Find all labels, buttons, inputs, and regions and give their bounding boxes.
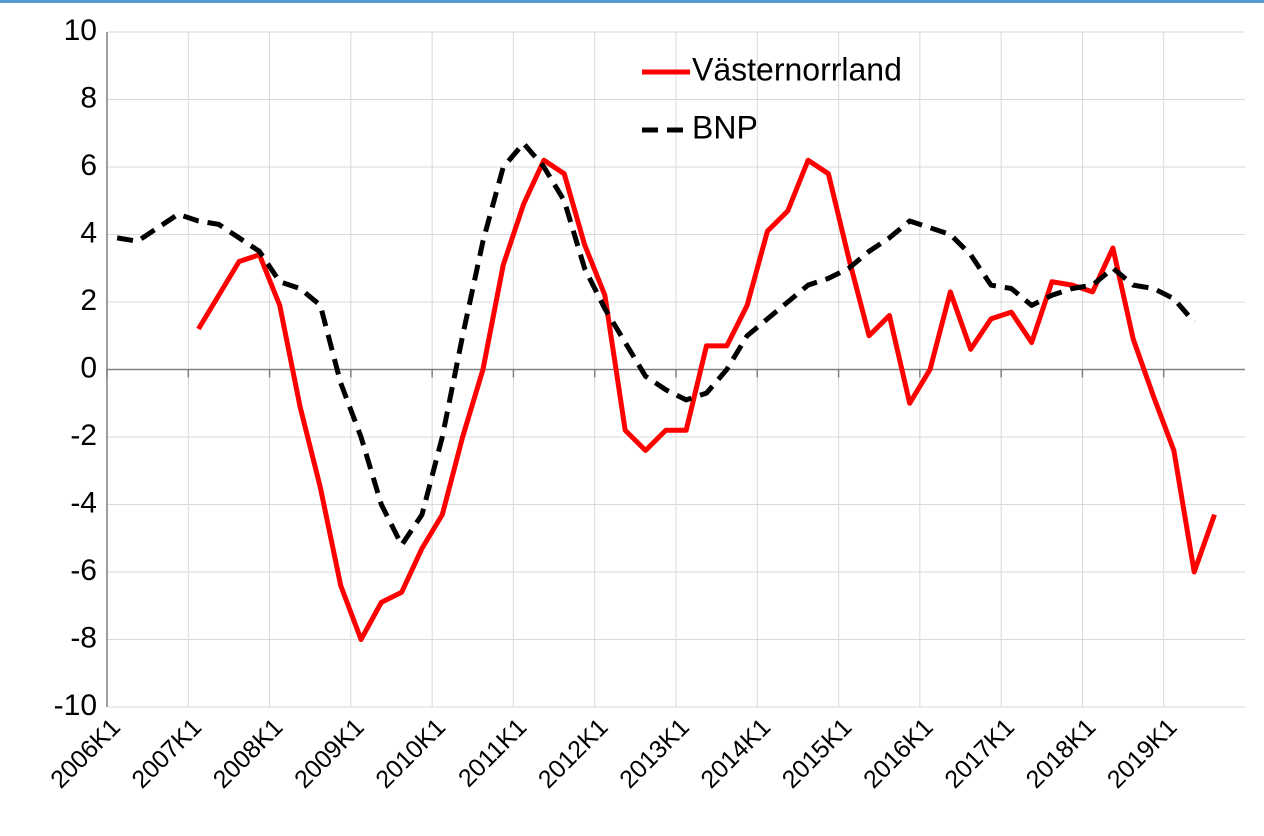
x-tick-label: 2012K1: [533, 713, 614, 794]
legend-label: Västernorrland: [692, 51, 902, 87]
y-tick-label: 8: [80, 81, 97, 114]
series-line: [116, 140, 1197, 548]
y-tick-label: -10: [54, 689, 97, 722]
x-tick-label: 2008K1: [208, 713, 289, 794]
y-tick-label: -6: [70, 554, 97, 587]
y-tick-label: -4: [70, 486, 97, 519]
legend-label: BNP: [692, 109, 758, 145]
x-tick-label: 2015K1: [777, 713, 858, 794]
x-tick-label: 2018K1: [1021, 713, 1102, 794]
y-tick-label: 0: [80, 351, 97, 384]
x-tick-label: 2017K1: [939, 713, 1020, 794]
x-tick-label: 2014K1: [695, 713, 776, 794]
y-tick-label: -2: [70, 419, 97, 452]
x-tick-label: 2009K1: [289, 713, 370, 794]
y-tick-label: -8: [70, 621, 97, 654]
x-tick-label: 2013K1: [614, 713, 695, 794]
x-tick-label: 2010K1: [370, 713, 451, 794]
x-tick-label: 2016K1: [858, 713, 939, 794]
y-tick-label: 2: [80, 284, 97, 317]
y-tick-label: 6: [80, 149, 97, 182]
x-tick-label: 2006K1: [45, 713, 126, 794]
series-line: [196, 157, 1217, 642]
x-tick-label: 2011K1: [453, 713, 532, 792]
x-tick-label: 2019K1: [1102, 713, 1183, 794]
top-border: [0, 0, 1264, 3]
x-tick-label: 2007K1: [126, 713, 207, 794]
y-tick-label: 4: [80, 216, 97, 249]
y-tick-label: 10: [64, 14, 97, 47]
